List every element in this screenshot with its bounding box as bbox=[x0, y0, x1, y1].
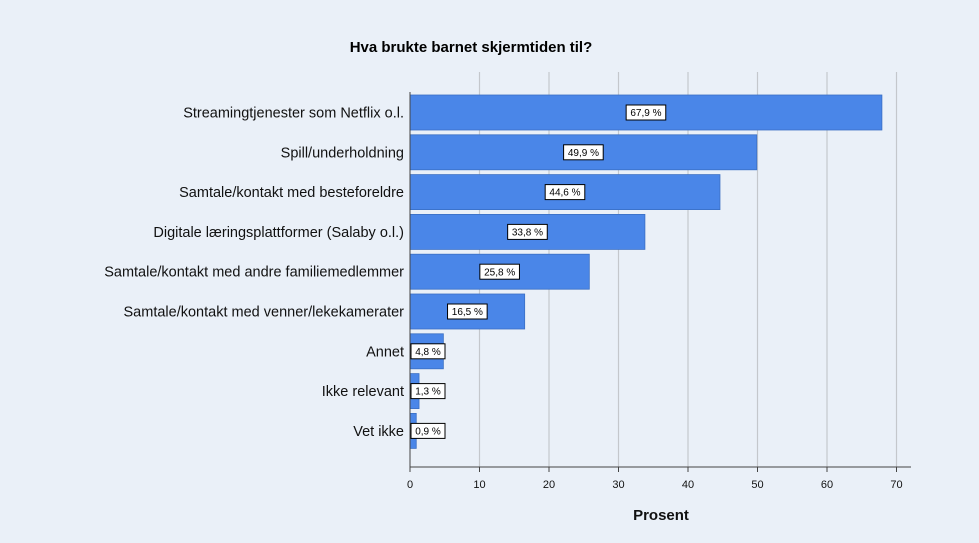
data-label-box bbox=[410, 343, 446, 360]
data-label: 44,6 % bbox=[544, 184, 586, 201]
x-tick-label: 70 bbox=[890, 479, 902, 491]
data-label: 4,8 % bbox=[410, 343, 446, 360]
data-labels: 67,9 % 49,9 % 44,6 % 33,8 % 25,8 % 16,5 % 4,8 … bbox=[410, 104, 667, 439]
x-axis: 0 10 20 30 40 50 60 70 bbox=[407, 92, 911, 491]
data-label: 1,3 % bbox=[410, 383, 446, 400]
data-label-text: 1,3 % bbox=[415, 387, 441, 398]
data-label-box bbox=[563, 144, 604, 161]
data-label-text: 33,8 % bbox=[512, 228, 543, 239]
data-label-box bbox=[447, 303, 488, 320]
data-label: 49,9 % bbox=[563, 144, 604, 161]
data-label-text: 4,8 % bbox=[415, 347, 441, 358]
data-label-box bbox=[507, 223, 548, 240]
category-label: Annet bbox=[366, 344, 404, 360]
x-tick-label: 30 bbox=[612, 479, 624, 491]
data-label-text: 0,9 % bbox=[415, 427, 441, 438]
category-label: Digitale læringsplattformer (Salaby o.l.… bbox=[153, 225, 404, 241]
x-tick-label: 50 bbox=[751, 479, 763, 491]
x-axis-label: Prosent bbox=[633, 507, 689, 524]
x-tick-label: 20 bbox=[543, 479, 555, 491]
data-label-box bbox=[410, 422, 446, 439]
category-label: Samtale/kontakt med venner/lekekamerater bbox=[124, 305, 405, 321]
x-tick-label: 60 bbox=[821, 479, 833, 491]
data-label-text: 25,8 % bbox=[484, 267, 515, 278]
data-label: 16,5 % bbox=[447, 303, 488, 320]
chart-title: Hva brukte barnet skjermtiden til? bbox=[350, 39, 593, 56]
x-tick-label: 0 bbox=[407, 479, 413, 491]
data-label-text: 49,9 % bbox=[568, 148, 599, 159]
x-tick-label: 40 bbox=[682, 479, 694, 491]
data-label: 33,8 % bbox=[507, 223, 548, 240]
category-label: Samtale/kontakt med andre familiemedlemm… bbox=[104, 265, 404, 281]
data-label-text: 16,5 % bbox=[452, 307, 483, 318]
data-label: 67,9 % bbox=[625, 104, 667, 121]
data-label-box bbox=[479, 263, 520, 280]
x-tick-label: 10 bbox=[473, 479, 485, 491]
category-label: Ikke relevant bbox=[322, 384, 404, 400]
data-label: 25,8 % bbox=[479, 263, 520, 280]
category-label: Streamingtjenester som Netflix o.l. bbox=[183, 106, 404, 122]
data-label-box bbox=[625, 104, 667, 121]
data-label-box bbox=[410, 383, 446, 400]
category-labels: Streamingtjenester som Netflix o.l. Spill… bbox=[104, 106, 404, 440]
data-label: 0,9 % bbox=[410, 422, 446, 439]
data-label-box bbox=[544, 184, 586, 201]
data-label-text: 67,9 % bbox=[630, 108, 661, 119]
category-label: Samtale/kontakt med besteforeldre bbox=[179, 185, 404, 201]
category-label: Vet ikke bbox=[353, 424, 404, 440]
category-label: Spill/underholdning bbox=[281, 145, 404, 161]
data-label-text: 44,6 % bbox=[549, 188, 580, 199]
